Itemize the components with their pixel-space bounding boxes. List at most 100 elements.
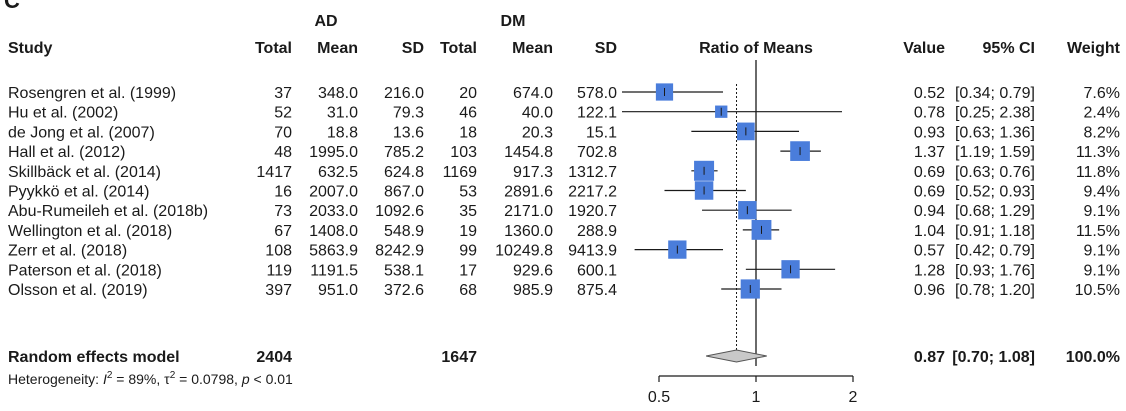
- cell-weight: 11.3%: [1076, 144, 1120, 161]
- pooled-weight: 100.0%: [1066, 349, 1120, 366]
- cell-mean-dm: 2891.6: [504, 184, 553, 201]
- cell-weight: 10.5%: [1075, 282, 1120, 299]
- cell-value: 1.37: [914, 144, 945, 161]
- cell-value: 0.96: [914, 282, 945, 299]
- cell-total-dm: 103: [450, 144, 477, 161]
- cell-total-dm: 53: [459, 184, 477, 201]
- study-name: Hall et al. (2012): [8, 144, 125, 161]
- cell-sd-ad: 867.0: [384, 184, 424, 201]
- study-row: Abu-Rumeileh et al. (2018b) 73 2033.0 1092.…: [8, 203, 1120, 220]
- cell-weight: 9.1%: [1084, 243, 1120, 260]
- study-name: Olsson et al. (2019): [8, 282, 148, 299]
- cell-sd-dm: 1312.7: [568, 164, 617, 181]
- study-row: Rosengren et al. (1999) 37 348.0 216.0 20 674…: [8, 85, 1120, 102]
- header-mean-dm: Mean: [512, 40, 553, 57]
- header-value: Value: [903, 40, 945, 57]
- study-name: Wellington et al. (2018): [8, 223, 172, 240]
- cell-value: 0.57: [914, 243, 945, 260]
- cell-ci: [0.52; 0.93]: [955, 184, 1035, 201]
- cell-mean-ad: 1191.5: [310, 262, 358, 279]
- cell-ci: [0.91; 1.18]: [955, 223, 1035, 240]
- study-row: Pyykkö et al. (2014) 16 2007.0 867.0 53 2891.…: [8, 184, 1120, 201]
- cell-mean-ad: 632.5: [318, 164, 358, 181]
- study-row: Skillbäck et al. (2014) 1417 632.5 624.8 116…: [8, 164, 1120, 181]
- cell-sd-dm: 288.9: [577, 223, 617, 240]
- study-name: Abu-Rumeileh et al. (2018b): [8, 203, 208, 220]
- cell-value: 0.78: [914, 105, 945, 122]
- header-ci: 95% CI: [983, 40, 1035, 57]
- cell-sd-ad: 538.1: [384, 262, 424, 279]
- cell-sd-dm: 9413.9: [568, 243, 617, 260]
- cell-value: 0.52: [914, 85, 945, 102]
- cell-sd-ad: 216.0: [384, 85, 424, 102]
- cell-ci: [0.68; 1.29]: [955, 203, 1035, 220]
- cell-ci: [1.19; 1.59]: [955, 144, 1035, 161]
- heterogeneity-text: Heterogeneity: I2 = 89%, τ2 = 0.0798, p …: [8, 370, 293, 387]
- cell-mean-dm: 1454.8: [504, 144, 553, 161]
- study-name: Skillbäck et al. (2014): [8, 164, 161, 181]
- cell-value: 0.69: [914, 184, 945, 201]
- cell-total-dm: 46: [459, 105, 477, 122]
- cell-value: 0.93: [914, 124, 945, 141]
- cell-weight: 7.6%: [1084, 85, 1120, 102]
- study-row: de Jong et al. (2007) 70 18.8 13.6 18 20.3 15.…: [8, 124, 1120, 141]
- cell-mean-dm: 40.0: [522, 105, 553, 122]
- cell-mean-dm: 929.6: [513, 262, 553, 279]
- cell-sd-ad: 8242.9: [375, 243, 424, 260]
- plot-area: 0.5 1 2: [622, 60, 858, 406]
- header-mean-ad: Mean: [317, 40, 358, 57]
- pooled-total-dm: 1647: [441, 349, 477, 366]
- cell-sd-dm: 122.1: [577, 105, 617, 122]
- x-tick-label: 2: [849, 389, 858, 406]
- cell-mean-ad: 5863.9: [309, 243, 358, 260]
- cell-sd-dm: 15.1: [586, 124, 617, 141]
- cell-sd-ad: 1092.6: [375, 203, 424, 220]
- cell-total-ad: 16: [274, 184, 292, 201]
- header-total-dm: Total: [440, 40, 477, 57]
- cell-sd-dm: 702.8: [577, 144, 617, 161]
- panel-label: C: [4, 0, 20, 13]
- cell-ci: [0.63; 0.76]: [955, 164, 1035, 181]
- study-name: Paterson et al. (2018): [8, 262, 162, 279]
- x-tick-label: 0.5: [648, 389, 670, 406]
- cell-value: 1.04: [914, 223, 945, 240]
- cell-weight: 8.2%: [1084, 124, 1120, 141]
- cell-total-ad: 1417: [256, 164, 292, 181]
- pooled-label: Random effects model: [8, 349, 180, 366]
- study-row: Hall et al. (2012) 48 1995.0 785.2 103 1454.8…: [8, 144, 1120, 161]
- cell-total-dm: 20: [459, 85, 477, 102]
- study-row: Zerr et al. (2018) 108 5863.9 8242.9 99 10249…: [8, 243, 1120, 260]
- pooled-total-ad: 2404: [256, 349, 292, 366]
- cell-ci: [0.93; 1.76]: [955, 262, 1035, 279]
- cell-total-ad: 397: [265, 282, 292, 299]
- cell-total-ad: 37: [274, 85, 292, 102]
- cell-mean-dm: 1360.0: [504, 223, 553, 240]
- cell-sd-dm: 578.0: [577, 85, 617, 102]
- cell-total-dm: 99: [459, 243, 477, 260]
- cell-weight: 9.1%: [1084, 203, 1120, 220]
- cell-mean-ad: 1408.0: [309, 223, 358, 240]
- cell-mean-ad: 348.0: [318, 85, 358, 102]
- header-sd-dm: SD: [595, 40, 617, 57]
- cell-sd-dm: 2217.2: [568, 184, 617, 201]
- cell-mean-ad: 31.0: [327, 105, 358, 122]
- cell-weight: 11.8%: [1076, 164, 1120, 181]
- cell-mean-ad: 2033.0: [309, 203, 358, 220]
- study-row: Wellington et al. (2018) 67 1408.0 548.9 19 1…: [8, 223, 1120, 240]
- study-rows: Rosengren et al. (1999) 37 348.0 216.0 20 674…: [8, 85, 1120, 299]
- cell-mean-dm: 2171.0: [504, 203, 553, 220]
- header-weight: Weight: [1067, 40, 1121, 57]
- header-ratio: Ratio of Means: [699, 40, 813, 57]
- cell-total-dm: 35: [459, 203, 477, 220]
- cell-mean-dm: 917.3: [513, 164, 553, 181]
- group-header-dm: DM: [501, 13, 526, 30]
- cell-value: 1.28: [914, 262, 945, 279]
- cell-mean-ad: 2007.0: [309, 184, 358, 201]
- cell-sd-ad: 624.8: [384, 164, 424, 181]
- cell-mean-dm: 20.3: [522, 124, 553, 141]
- cell-sd-dm: 1920.7: [568, 203, 617, 220]
- header-total-ad: Total: [255, 40, 292, 57]
- cell-total-ad: 67: [274, 223, 292, 240]
- cell-total-dm: 17: [459, 262, 477, 279]
